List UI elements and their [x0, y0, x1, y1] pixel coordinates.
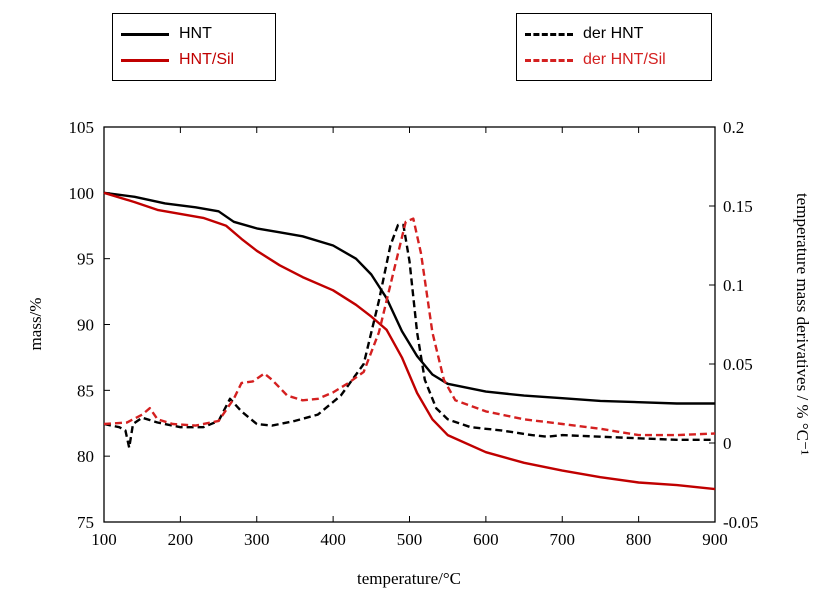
y-left-tick-label: 75	[77, 513, 94, 532]
y-left-tick-label: 95	[77, 250, 94, 269]
y-left-tick-label: 80	[77, 447, 94, 466]
legend-swatch-hnt	[121, 32, 169, 36]
x-tick-label: 400	[320, 530, 346, 549]
y-left-tick-label: 105	[69, 118, 95, 137]
series-line-der-hnt	[103, 223, 715, 449]
y-right-tick-label: 0.2	[723, 118, 744, 137]
legend-swatch-der-hnt-sil	[525, 58, 573, 62]
y-left-tick-label: 100	[69, 184, 95, 203]
x-tick-label: 500	[397, 530, 423, 549]
x-tick-label: 600	[473, 530, 499, 549]
legend-swatch-hnt-sil	[121, 58, 169, 62]
y-axis-right-label: temperature mass derivatives / % °C⁻¹	[793, 193, 812, 455]
x-tick-label: 800	[626, 530, 652, 549]
legend-item-der-hnt: der HNT	[525, 24, 643, 44]
tick-layer: 100 200 300 400 500 600 700 800 900 75 80 85 90 95 100…	[69, 118, 759, 549]
y-left-tick-label: 85	[77, 381, 94, 400]
y-right-tick-label: 0	[723, 434, 732, 453]
x-tick-label: 900	[702, 530, 728, 549]
legend-item-hnt-sil: HNT/Sil	[121, 50, 234, 70]
legend-derivative: der HNT der HNT/Sil	[516, 13, 712, 81]
y-left-tick-label: 90	[77, 316, 94, 335]
y-right-tick-label: 0.05	[723, 355, 753, 374]
series-line-hnt	[103, 191, 715, 405]
x-tick-label: 300	[244, 530, 270, 549]
legend-label-hnt: HNT	[179, 25, 212, 42]
legend-item-hnt: HNT	[121, 24, 212, 44]
series-line-der-hnt-sil	[103, 217, 716, 437]
y-right-tick-label: 0.15	[723, 197, 753, 216]
legend-swatch-der-hnt	[525, 32, 573, 36]
y-axis-left-label: mass/%	[26, 298, 45, 351]
plot-frame	[103, 126, 716, 523]
y-right-tick-label: 0.1	[723, 276, 744, 295]
x-tick-label: 100	[91, 530, 117, 549]
x-tick-label: 700	[550, 530, 576, 549]
legend-item-der-hnt-sil: der HNT/Sil	[525, 50, 666, 70]
legend-label-der-hnt: der HNT	[583, 25, 644, 42]
x-axis-label: temperature/°C	[357, 569, 461, 588]
y-right-tick-label: -0.05	[723, 513, 758, 532]
legend-label-der-hnt-sil: der HNT/Sil	[583, 51, 666, 68]
legend-label-hnt-sil: HNT/Sil	[179, 51, 235, 68]
series-layer	[103, 191, 716, 491]
series-line-hnt-sil	[103, 191, 716, 491]
legend-mass: HNT HNT/Sil	[112, 13, 276, 81]
x-tick-label: 200	[168, 530, 194, 549]
